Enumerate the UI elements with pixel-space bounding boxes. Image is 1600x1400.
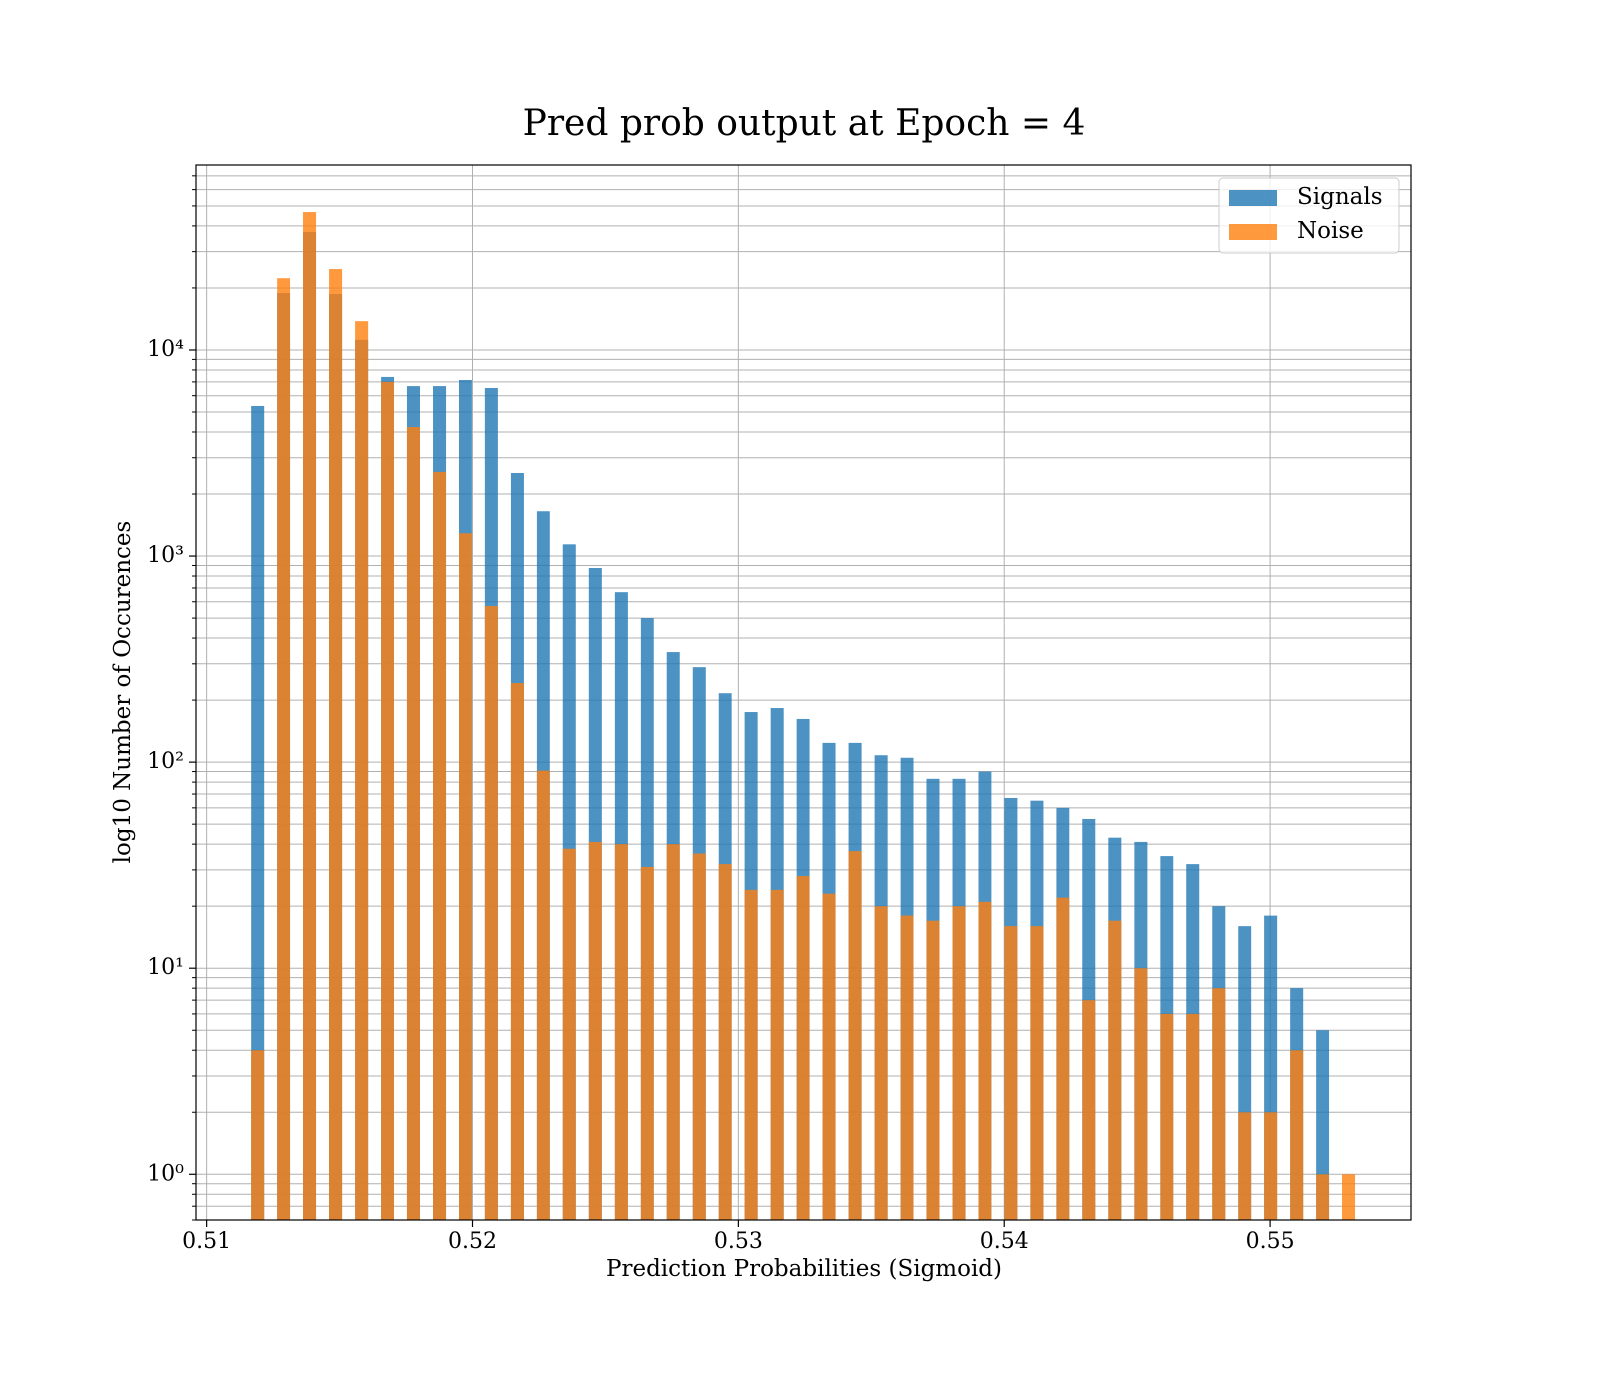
- bar: [1316, 1030, 1330, 1220]
- bar: [588, 841, 602, 1220]
- bar: [978, 901, 992, 1220]
- bar: [1316, 1174, 1330, 1220]
- bar: [1264, 1112, 1278, 1220]
- bar: [1160, 1013, 1174, 1220]
- y-tick-label: 10¹: [147, 955, 184, 980]
- bar: [251, 1050, 265, 1220]
- legend-swatch: [1229, 224, 1277, 240]
- bar: [484, 606, 498, 1220]
- bar: [1134, 968, 1148, 1220]
- x-tick-label: 0.53: [714, 1229, 763, 1254]
- bar: [926, 920, 940, 1220]
- bar: [536, 770, 550, 1220]
- x-tick-label: 0.54: [980, 1229, 1029, 1254]
- bar: [1004, 926, 1018, 1220]
- bar: [848, 851, 862, 1220]
- bar: [355, 321, 369, 1220]
- bar: [822, 893, 836, 1220]
- bar: [640, 866, 654, 1220]
- bar: [251, 405, 265, 1220]
- bar: [900, 915, 914, 1220]
- legend-label: Signals: [1297, 184, 1383, 210]
- y-axis-label: log10 Number of Occurences: [110, 521, 136, 864]
- bar: [770, 889, 784, 1220]
- bar: [329, 269, 343, 1221]
- bar: [692, 853, 706, 1220]
- bar: [303, 212, 317, 1221]
- bar: [562, 848, 576, 1220]
- bar: [1056, 897, 1070, 1220]
- bar: [510, 683, 524, 1220]
- bar: [1108, 920, 1122, 1220]
- bar: [381, 381, 395, 1220]
- bar: [459, 533, 472, 1220]
- bar: [1212, 988, 1226, 1220]
- bar: [1238, 1112, 1252, 1220]
- x-tick-label: 0.55: [1246, 1229, 1295, 1254]
- bar: [1342, 1174, 1356, 1220]
- bar: [433, 471, 447, 1220]
- bar: [406, 426, 420, 1220]
- bar: [666, 844, 680, 1220]
- bar: [1030, 926, 1044, 1220]
- y-tick-label: 10³: [147, 543, 184, 568]
- x-tick-label: 0.52: [448, 1229, 497, 1254]
- bar: [744, 889, 758, 1220]
- x-tick-label: 0.51: [182, 1229, 231, 1254]
- chart-title: Pred prob output at Epoch = 4: [523, 103, 1086, 144]
- x-axis-label: Prediction Probabilities (Sigmoid): [606, 1256, 1002, 1282]
- legend-label: Noise: [1297, 218, 1364, 244]
- y-tick-label: 10⁰: [147, 1161, 184, 1186]
- bar: [1186, 1013, 1200, 1220]
- bar: [614, 844, 628, 1220]
- bar: [718, 864, 732, 1220]
- plot-frame: [195, 164, 1412, 1221]
- legend-swatch: [1229, 190, 1277, 206]
- bar: [1290, 1050, 1304, 1220]
- y-tick-label: 10²: [147, 749, 184, 774]
- bar: [277, 278, 291, 1220]
- bar: [952, 906, 966, 1220]
- bar: [874, 906, 888, 1220]
- bar: [796, 876, 810, 1220]
- bar: [1082, 1000, 1096, 1220]
- y-tick-label: 10⁴: [147, 337, 184, 362]
